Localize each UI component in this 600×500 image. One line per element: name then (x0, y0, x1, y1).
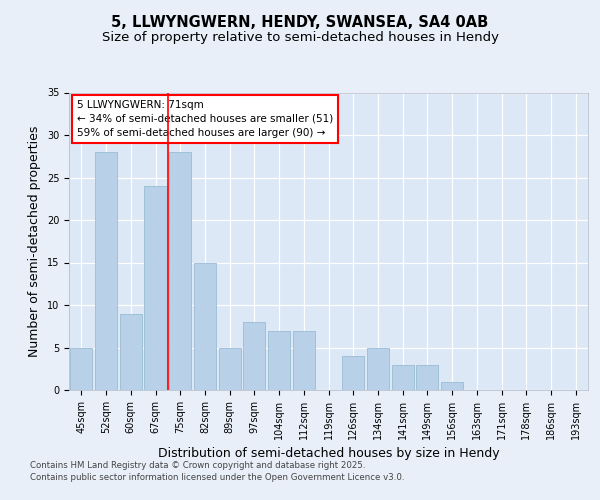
X-axis label: Distribution of semi-detached houses by size in Hendy: Distribution of semi-detached houses by … (158, 448, 499, 460)
Bar (70, 348, 92, 390)
Bar (342, 356, 364, 390)
Text: 5, LLWYNGWERN, HENDY, SWANSEA, SA4 0AB: 5, LLWYNGWERN, HENDY, SWANSEA, SA4 0AB (112, 15, 488, 30)
Bar (145, 186, 167, 390)
Text: 5 LLWYNGWERN: 71sqm
← 34% of semi-detached houses are smaller (51)
59% of semi-d: 5 LLWYNGWERN: 71sqm ← 34% of semi-detach… (77, 100, 333, 138)
Bar (416, 364, 439, 390)
Text: Contains HM Land Registry data © Crown copyright and database right 2025.: Contains HM Land Registry data © Crown c… (30, 462, 365, 470)
Y-axis label: Number of semi-detached properties: Number of semi-detached properties (28, 126, 41, 357)
Bar (243, 322, 265, 390)
Bar (441, 382, 463, 390)
Bar (367, 348, 389, 390)
Bar (169, 152, 191, 390)
Bar (268, 330, 290, 390)
Bar (392, 364, 414, 390)
Bar (95, 152, 117, 390)
Bar (194, 262, 216, 390)
Bar (119, 314, 142, 390)
Text: Size of property relative to semi-detached houses in Hendy: Size of property relative to semi-detach… (101, 31, 499, 44)
Bar (218, 348, 241, 390)
Text: Contains public sector information licensed under the Open Government Licence v3: Contains public sector information licen… (30, 474, 404, 482)
Bar (293, 330, 315, 390)
